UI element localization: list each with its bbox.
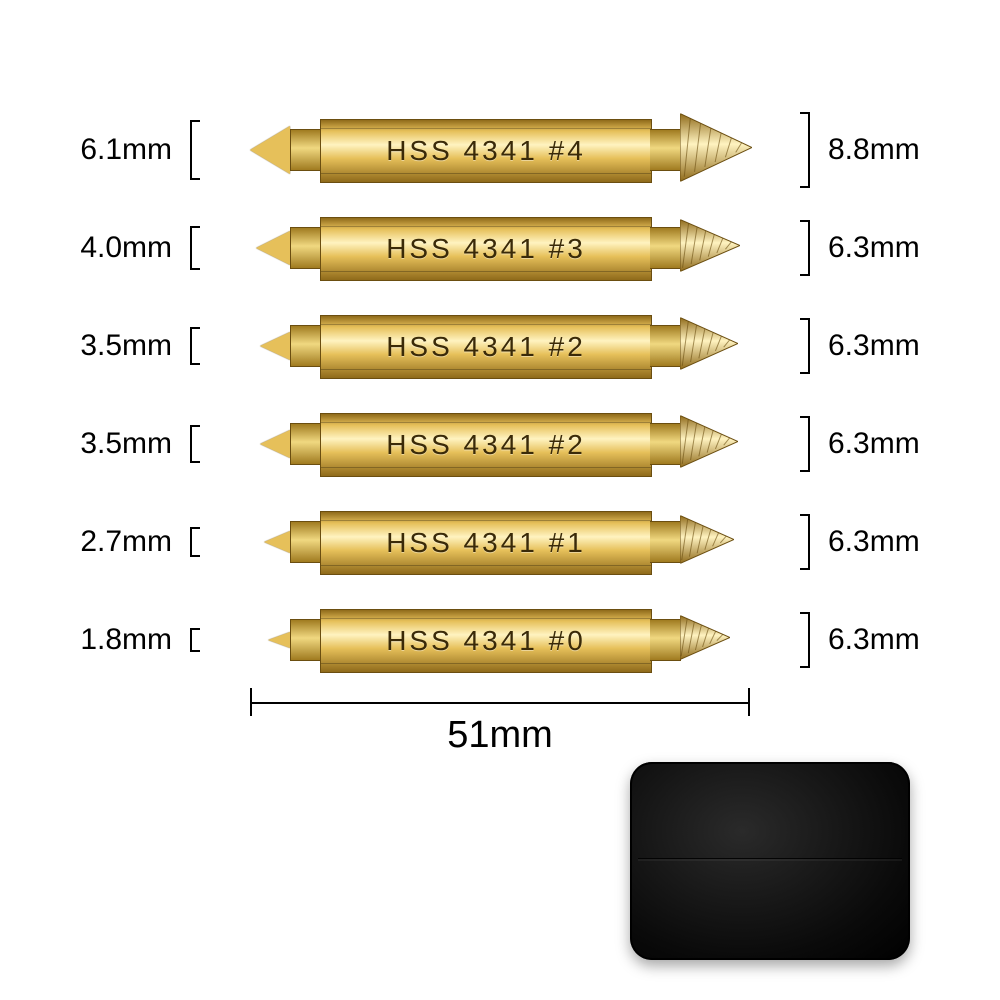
bit-row: 3.5mm 6.3mm HSS 4341 #2 xyxy=(0,399,1000,489)
left-bracket-icon xyxy=(190,527,200,557)
diagram-container: 6.1mm 8.8mm HSS 4341 #4 4.0mm 6.3mm HSS 4341 … xyxy=(0,0,1000,1000)
bit-body-engraving: HSS 4341 #0 xyxy=(320,609,652,673)
length-dimension-line xyxy=(250,702,750,704)
right-dimension-label: 6.3mm xyxy=(828,329,938,363)
drill-tip-icon xyxy=(250,126,290,174)
bit-left-neck xyxy=(290,619,321,661)
bit-left-neck xyxy=(290,521,321,563)
bit-body-engraving: HSS 4341 #4 xyxy=(320,119,652,183)
right-dimension-label: 8.8mm xyxy=(828,133,938,167)
left-dimension-label: 1.8mm xyxy=(62,623,172,657)
extractor-cone-icon xyxy=(680,516,734,569)
bit-row: 1.8mm 6.3mm HSS 4341 #0 xyxy=(0,595,1000,685)
extractor-bit: HSS 4341 #2 xyxy=(250,315,750,377)
bit-row: 2.7mm 6.3mm HSS 4341 #1 xyxy=(0,497,1000,587)
extractor-bit: HSS 4341 #0 xyxy=(250,609,750,671)
right-bracket-icon xyxy=(800,112,810,188)
drill-tip-icon xyxy=(268,632,290,648)
extractor-cone-icon xyxy=(680,616,730,665)
bit-right-neck xyxy=(650,129,681,171)
bit-right-neck xyxy=(650,325,681,367)
right-bracket-icon xyxy=(800,612,810,668)
bit-body-engraving: HSS 4341 #3 xyxy=(320,217,652,281)
extractor-bit: HSS 4341 #4 xyxy=(250,119,750,181)
left-dimension-label: 3.5mm xyxy=(62,329,172,363)
right-bracket-icon xyxy=(800,220,810,276)
right-bracket-icon xyxy=(800,318,810,374)
right-bracket-icon xyxy=(800,514,810,570)
left-bracket-icon xyxy=(190,327,200,365)
right-dimension-label: 6.3mm xyxy=(828,427,938,461)
drill-tip-icon xyxy=(264,531,290,553)
bit-row: 6.1mm 8.8mm HSS 4341 #4 xyxy=(0,105,1000,195)
extractor-bit: HSS 4341 #3 xyxy=(250,217,750,279)
extractor-cone-icon xyxy=(680,416,738,473)
bit-right-neck xyxy=(650,423,681,465)
left-bracket-icon xyxy=(190,425,200,463)
bit-right-neck xyxy=(650,619,681,661)
left-dimension-label: 2.7mm xyxy=(62,525,172,559)
extractor-cone-icon xyxy=(680,318,738,375)
bit-body-engraving: HSS 4341 #2 xyxy=(320,315,652,379)
bit-left-neck xyxy=(290,129,321,171)
left-bracket-icon xyxy=(190,628,200,652)
right-dimension-label: 6.3mm xyxy=(828,623,938,657)
bit-body-engraving: HSS 4341 #1 xyxy=(320,511,652,575)
left-dimension-label: 6.1mm xyxy=(62,133,172,167)
left-dimension-label: 3.5mm xyxy=(62,427,172,461)
storage-case xyxy=(630,762,910,960)
length-value: 51mm xyxy=(447,714,553,756)
left-dimension-label: 4.0mm xyxy=(62,231,172,265)
extractor-bit: HSS 4341 #1 xyxy=(250,511,750,573)
bit-row: 4.0mm 6.3mm HSS 4341 #3 xyxy=(0,203,1000,293)
length-dimension: 51mm xyxy=(250,714,750,757)
bit-right-neck xyxy=(650,521,681,563)
right-bracket-icon xyxy=(800,416,810,472)
extractor-cone-icon xyxy=(680,220,740,277)
right-dimension-label: 6.3mm xyxy=(828,525,938,559)
bit-body-engraving: HSS 4341 #2 xyxy=(320,413,652,477)
extractor-cone-icon xyxy=(680,114,752,187)
drill-tip-icon xyxy=(260,332,290,360)
bit-row: 3.5mm 6.3mm HSS 4341 #2 xyxy=(0,301,1000,391)
bit-right-neck xyxy=(650,227,681,269)
drill-tip-icon xyxy=(256,231,290,265)
bit-left-neck xyxy=(290,325,321,367)
extractor-bit: HSS 4341 #2 xyxy=(250,413,750,475)
left-bracket-icon xyxy=(190,226,200,270)
bit-left-neck xyxy=(290,227,321,269)
left-bracket-icon xyxy=(190,120,200,180)
bit-left-neck xyxy=(290,423,321,465)
right-dimension-label: 6.3mm xyxy=(828,231,938,265)
drill-tip-icon xyxy=(260,430,290,458)
